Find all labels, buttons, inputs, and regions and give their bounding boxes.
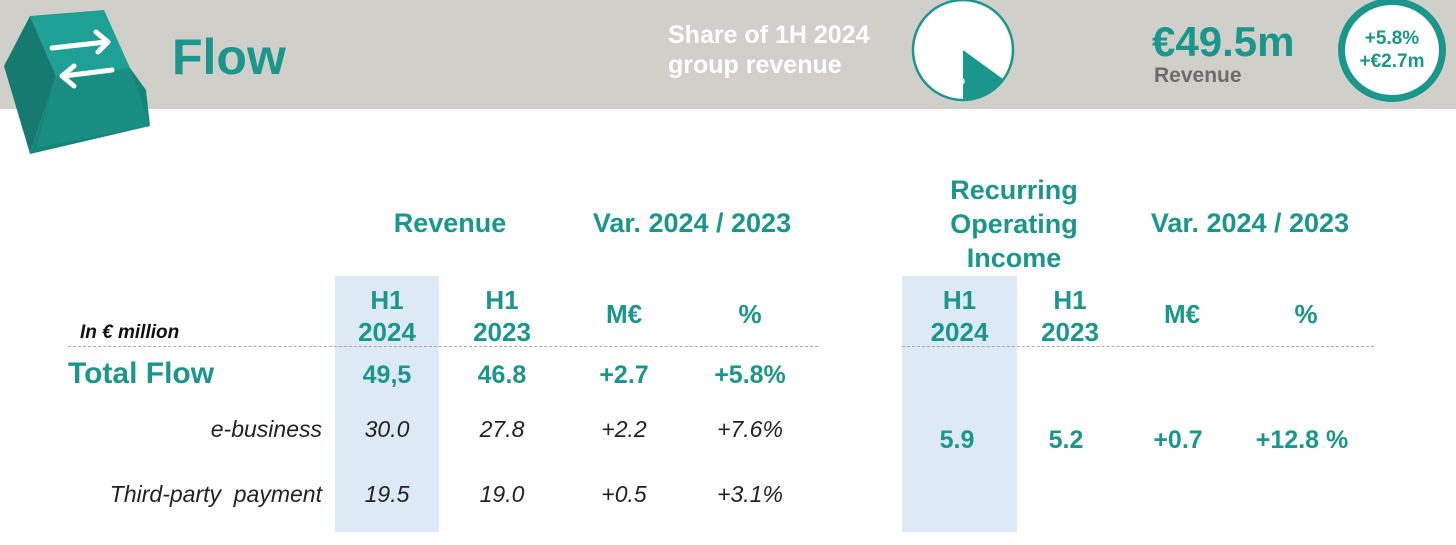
ebusiness-rev-2024: 30.0 (364, 416, 410, 442)
share-pie-chart: 15% (911, 0, 1015, 102)
flow-cube-icon (4, 10, 150, 154)
row-thirdparty-label: Third-party payment (109, 481, 322, 507)
col-h1-2024-line2: 2024 (358, 317, 416, 347)
roi-h1-2024: 5.9 (939, 426, 975, 454)
col-roi-h1-2023-line2: 2023 (1041, 317, 1099, 347)
total-var-pct: +5.8% (714, 361, 786, 389)
col-h1-2023-line2: 2023 (473, 317, 531, 347)
thirdparty-rev-2023: 19.0 (479, 481, 525, 507)
roi-var-m: +0.7 (1153, 426, 1203, 454)
separator-left (68, 346, 818, 347)
col-roi-h1-2024: H1 2024 (902, 284, 1017, 348)
total-var-m: +2.7 (599, 361, 649, 389)
revenue-value: €49.5m (1152, 18, 1295, 65)
col-meur-right: M€ (1163, 299, 1201, 329)
section-var-right: Var. 2024 / 2023 (1150, 208, 1350, 238)
thirdparty-rev-2024: 19.5 (364, 481, 410, 507)
col-h1-2024: H1 2024 (335, 284, 439, 348)
share-label-line1: Share of 1H 2024 (668, 21, 870, 49)
total-rev-2024: 49,5 (362, 361, 412, 389)
thirdparty-var-pct: +3.1% (717, 481, 783, 507)
roi-h1-2023: 5.2 (1048, 426, 1084, 454)
section-var-left: Var. 2024 / 2023 (592, 208, 792, 238)
section-roi-line1: Recurring (950, 175, 1078, 205)
col-h1-2024-line1: H1 (370, 285, 404, 315)
separator-right (902, 346, 1374, 347)
row-ebusiness-label: e-business (210, 416, 322, 442)
share-label: Share of 1H 2024 group revenue (668, 20, 870, 80)
col-meur-left: M€ (605, 299, 643, 329)
highlight-col-revenue-2024 (335, 276, 439, 532)
pie-slice-label: 15% (939, 72, 965, 87)
col-roi-h1-2024-line2: 2024 (930, 317, 989, 347)
col-roi-h1-2023-line1: H1 (1053, 285, 1087, 315)
unit-label: In € million (80, 322, 180, 343)
page-title: Flow (172, 29, 286, 85)
section-roi-line3: Income (966, 243, 1062, 273)
roi-var-pct: +12.8 % (1255, 426, 1349, 454)
section-revenue: Revenue (393, 208, 507, 238)
col-pct-left: % (738, 299, 762, 329)
total-rev-2023: 46.8 (477, 361, 527, 389)
col-roi-h1-2024-line1: H1 (942, 285, 977, 315)
ebusiness-rev-2023: 27.8 (479, 416, 525, 442)
row-total-label: Total Flow (68, 357, 215, 390)
header-band (0, 0, 1456, 109)
col-roi-h1-2023: H1 2023 (1018, 284, 1122, 348)
col-pct-right: % (1294, 299, 1318, 329)
col-h1-2023-line1: H1 (485, 285, 519, 315)
thirdparty-var-m: +0.5 (601, 481, 647, 507)
section-roi-line2: Operating (950, 209, 1078, 239)
col-h1-2023: H1 2023 (450, 284, 554, 348)
ebusiness-var-pct: +7.6% (717, 416, 783, 442)
highlight-col-roi-2024 (902, 276, 1017, 532)
badge-pct: +5.8% (1364, 28, 1420, 49)
revenue-label: Revenue (1154, 64, 1242, 87)
section-roi: Recurring Operating Income (914, 173, 1114, 275)
ebusiness-var-m: +2.2 (601, 416, 647, 442)
badge-amount: +€2.7m (1359, 51, 1425, 72)
growth-badge: +5.8% +€2.7m (1338, 0, 1446, 102)
share-label-line2: group revenue (668, 51, 842, 79)
pie-slice-15 (963, 50, 1004, 100)
